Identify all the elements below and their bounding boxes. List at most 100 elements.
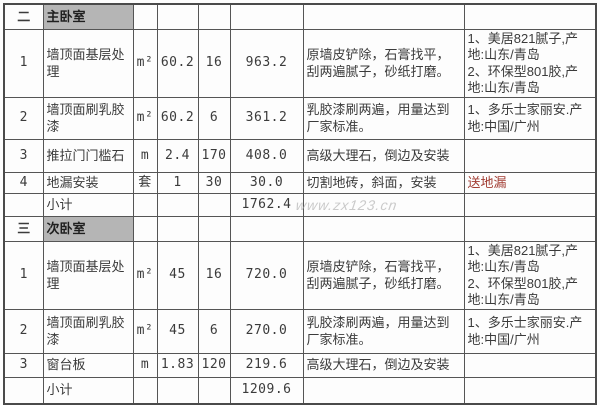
- materials-cell: 1、美居821腻子,产地:山东/青岛 2、环保型801胶,产地:山东/青岛: [463, 241, 597, 310]
- row-number-cell: 1: [3, 241, 44, 310]
- empty-cell: [229, 3, 304, 30]
- unit-cell: m²: [132, 29, 158, 98]
- materials-cell: 送地漏: [463, 172, 597, 194]
- quantity-cell: 45: [156, 309, 199, 354]
- row-number-cell: 3: [3, 139, 44, 173]
- empty-cell: [3, 193, 44, 217]
- item-name-cell: 墙顶面刷乳胶漆: [42, 97, 134, 140]
- quantity-cell: 45: [156, 241, 199, 310]
- unit-price-cell: 170: [197, 139, 231, 173]
- empty-cell: [156, 193, 199, 217]
- item-name-cell: 墙顶面基层处理: [42, 29, 134, 98]
- row-number-cell: 1: [3, 29, 44, 98]
- section-index-cell: 二: [3, 3, 44, 30]
- quantity-cell: 1: [156, 172, 199, 194]
- unit-cell: 套: [132, 172, 158, 194]
- total-cell: 30.0: [229, 172, 304, 194]
- section-title-cell: 主卧室: [42, 3, 134, 30]
- materials-cell: [463, 353, 597, 378]
- description-cell: 乳胶漆刷两遍，用量达到厂家标准。: [302, 97, 465, 140]
- row-number-cell: 4: [3, 172, 44, 194]
- quotation-table: 二主卧室 1 墙顶面基层处理 m² 60.2 16 963.2 原墙皮铲除，石膏找平，刮两遍腻…: [3, 3, 597, 405]
- table-row: 3 推拉门门槛石 m 2.4 170 408.0 高级大理石，倒边及安装: [3, 139, 597, 173]
- empty-cell: [197, 3, 231, 30]
- empty-cell: [463, 3, 597, 30]
- quantity-cell: 1.83: [156, 353, 199, 378]
- empty-cell: [302, 216, 465, 242]
- description-cell: 原墙皮铲除，石膏找平，刮两遍腻子，砂纸打磨。: [302, 29, 465, 98]
- materials-line: 1、美居821腻子,产地:山东/青岛: [467, 31, 579, 63]
- table-row: 1 墙顶面基层处理 m² 45 16 720.0 原墙皮铲除，石膏找平，刮两遍腻子，砂纸打磨…: [3, 241, 597, 310]
- total-cell: 219.6: [229, 353, 304, 378]
- materials-line: 送地漏: [467, 174, 507, 190]
- item-name-cell: 地漏安装: [42, 172, 134, 194]
- materials-line: 1、美居821腻子,产地:山东/青岛: [467, 243, 579, 275]
- empty-cell: [132, 3, 158, 30]
- empty-cell: [463, 216, 597, 242]
- unit-cell: m: [132, 353, 158, 378]
- description-cell: 高级大理石，倒边及安装: [302, 353, 465, 378]
- row-number-cell: 3: [3, 353, 44, 378]
- quantity-cell: 60.2: [156, 97, 199, 140]
- table-row: 2 墙顶面刷乳胶漆 m² 45 6 270.0 乳胶漆刷两遍，用量达到厂家标准。 1、多乐士家…: [3, 309, 597, 354]
- unit-cell: m²: [132, 97, 158, 140]
- materials-line: 1、多乐士家丽安.产地:中国/广州: [467, 102, 583, 134]
- subtotal-row: 小计 1762.4: [3, 193, 597, 217]
- total-cell: 720.0: [229, 241, 304, 310]
- materials-line: 1、多乐士家丽安.产地:中国/广州: [467, 315, 583, 347]
- total-cell: 361.2: [229, 97, 304, 140]
- unit-price-cell: 16: [197, 29, 231, 98]
- subtotal-label-cell: 小计: [42, 193, 134, 217]
- empty-cell: [197, 216, 231, 242]
- unit-price-cell: 30: [197, 172, 231, 194]
- table-row: 4 地漏安装套 1 30 30.0 切割地砖，斜面，安装 送地漏: [3, 172, 597, 194]
- table-row: 1 墙顶面基层处理 m² 60.2 16 963.2 原墙皮铲除，石膏找平，刮两遍腻子，砂纸…: [3, 29, 597, 98]
- total-cell: 963.2: [229, 29, 304, 98]
- total-cell: 270.0: [229, 309, 304, 354]
- quantity-cell: 60.2: [156, 29, 199, 98]
- empty-cell: [463, 193, 597, 217]
- total-cell: 408.0: [229, 139, 304, 173]
- section-title-cell: 次卧室: [42, 216, 134, 242]
- section-index-cell: 三: [3, 216, 44, 242]
- row-number-cell: 2: [3, 97, 44, 140]
- section-header-row: 三次卧室: [3, 216, 597, 242]
- item-name-cell: 墙顶面刷乳胶漆: [42, 309, 134, 354]
- unit-price-cell: 6: [197, 97, 231, 140]
- table-row: 3 窗台板 m 1.83 120 219.6 高级大理石，倒边及安装: [3, 353, 597, 378]
- materials-line: 2、环保型801胶,产地:山东/青岛: [467, 63, 579, 95]
- unit-price-cell: 120: [197, 353, 231, 378]
- item-name-cell: 墙顶面基层处理: [42, 241, 134, 310]
- description-cell: 乳胶漆刷两遍，用量达到厂家标准。: [302, 309, 465, 354]
- empty-cell: [197, 193, 231, 217]
- table-row: 2 墙顶面刷乳胶漆 m² 60.2 6 361.2 乳胶漆刷两遍，用量达到厂家标准。 1、多乐…: [3, 97, 597, 140]
- empty-cell: [302, 193, 465, 217]
- empty-cell: [132, 216, 158, 242]
- materials-cell: [463, 139, 597, 173]
- materials-cell: 1、美居821腻子,产地:山东/青岛 2、环保型801胶,产地:山东/青岛: [463, 29, 597, 98]
- unit-price-cell: 16: [197, 241, 231, 310]
- quantity-cell: 2.4: [156, 139, 199, 173]
- unit-price-cell: 6: [197, 309, 231, 354]
- unit-cell: m²: [132, 309, 158, 354]
- description-cell: 原墙皮铲除，石膏找平，刮两遍腻子，砂纸打磨。: [302, 241, 465, 310]
- empty-cell: [132, 193, 158, 217]
- materials-line: 2、环保型801胶,产地:山东/青岛: [467, 275, 579, 307]
- materials-cell: 1、多乐士家丽安.产地:中国/广州: [463, 97, 597, 140]
- subtotal-value-cell: 1762.4: [229, 193, 304, 217]
- empty-cell: [156, 3, 199, 30]
- item-name-cell: 推拉门门槛石: [42, 139, 134, 173]
- unit-cell: m: [132, 139, 158, 173]
- description-cell: 高级大理石，倒边及安装: [302, 139, 465, 173]
- row-number-cell: 2: [3, 309, 44, 354]
- empty-cell: [229, 216, 304, 242]
- description-cell: 切割地砖，斜面，安装: [302, 172, 465, 194]
- empty-cell: [302, 3, 465, 30]
- unit-cell: m²: [132, 241, 158, 310]
- item-name-cell: 窗台板: [42, 353, 134, 378]
- empty-cell: [156, 216, 199, 242]
- materials-cell: 1、多乐士家丽安.产地:中国/广州: [463, 309, 597, 354]
- section-header-row: 二主卧室: [3, 3, 597, 30]
- quotation-table-body: 二主卧室 1 墙顶面基层处理 m² 60.2 16 963.2 原墙皮铲除，石膏找平，刮两遍腻…: [3, 3, 597, 404]
